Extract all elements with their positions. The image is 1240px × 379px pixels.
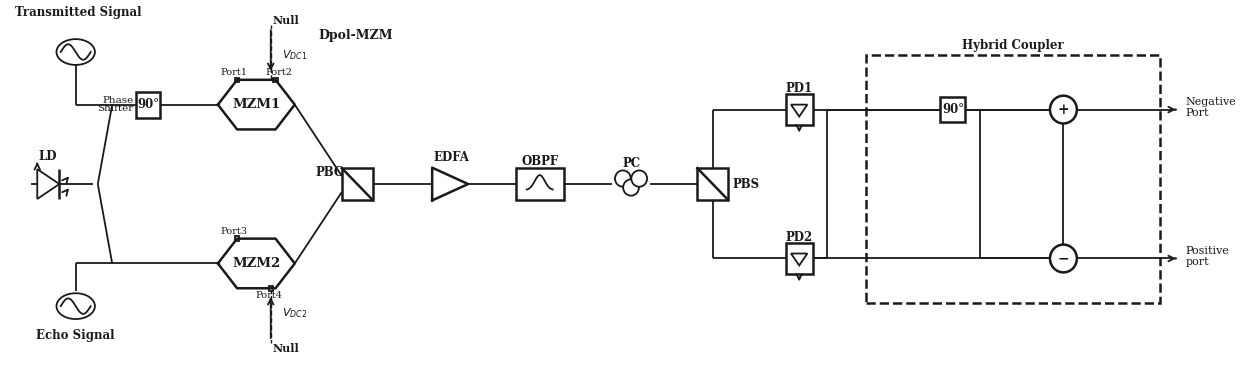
Text: Negative
Port: Negative Port bbox=[1185, 97, 1236, 118]
Circle shape bbox=[624, 179, 639, 196]
Text: 90°: 90° bbox=[138, 98, 159, 111]
Bar bbox=[269, 286, 273, 291]
Text: EDFA: EDFA bbox=[434, 151, 469, 164]
Bar bbox=[867, 55, 1159, 303]
Bar bbox=[516, 168, 564, 200]
Text: PBS: PBS bbox=[733, 177, 760, 191]
Text: PC: PC bbox=[622, 157, 640, 170]
Ellipse shape bbox=[57, 293, 95, 319]
Bar bbox=[234, 236, 239, 241]
Text: Echo Signal: Echo Signal bbox=[36, 329, 115, 342]
Polygon shape bbox=[218, 239, 295, 288]
Bar bbox=[786, 243, 812, 274]
Text: Port1: Port1 bbox=[221, 68, 248, 77]
Bar bbox=[697, 168, 728, 200]
Polygon shape bbox=[433, 168, 467, 200]
Text: 90°: 90° bbox=[942, 103, 963, 116]
Bar bbox=[342, 168, 372, 200]
Text: −: − bbox=[1058, 252, 1069, 266]
Circle shape bbox=[1050, 244, 1076, 273]
Bar bbox=[136, 92, 160, 117]
Ellipse shape bbox=[57, 39, 95, 65]
Text: +: + bbox=[1058, 103, 1069, 117]
Polygon shape bbox=[218, 80, 295, 130]
Text: Null: Null bbox=[273, 343, 299, 354]
Text: LD: LD bbox=[38, 150, 57, 163]
Text: OBPF: OBPF bbox=[521, 155, 558, 168]
Bar bbox=[940, 97, 966, 122]
Text: Phase: Phase bbox=[102, 96, 134, 105]
Circle shape bbox=[615, 171, 631, 187]
Text: PBC: PBC bbox=[315, 166, 343, 179]
Text: Port4: Port4 bbox=[255, 291, 283, 300]
Polygon shape bbox=[37, 169, 60, 199]
Text: $V_{DC1}$: $V_{DC1}$ bbox=[283, 48, 308, 62]
Text: MZM1: MZM1 bbox=[232, 98, 280, 111]
Text: Dpol-MZM: Dpol-MZM bbox=[319, 29, 393, 42]
Polygon shape bbox=[791, 254, 807, 265]
Text: Shifter: Shifter bbox=[97, 104, 134, 113]
Polygon shape bbox=[791, 105, 807, 116]
Text: Positive
port: Positive port bbox=[1185, 246, 1229, 267]
Bar bbox=[786, 94, 812, 125]
Text: Hybrid Coupler: Hybrid Coupler bbox=[962, 39, 1064, 52]
Text: Port3: Port3 bbox=[221, 227, 248, 236]
Bar bbox=[234, 78, 239, 82]
Text: PD2: PD2 bbox=[786, 231, 812, 244]
Text: PD1: PD1 bbox=[786, 82, 812, 95]
Text: Transmitted Signal: Transmitted Signal bbox=[15, 6, 141, 19]
Text: Port2: Port2 bbox=[265, 68, 291, 77]
Text: $V_{DC2}$: $V_{DC2}$ bbox=[283, 306, 308, 320]
Bar bbox=[273, 78, 278, 82]
Text: Null: Null bbox=[273, 15, 299, 26]
Circle shape bbox=[631, 171, 647, 187]
Text: MZM2: MZM2 bbox=[232, 257, 280, 270]
Circle shape bbox=[1050, 96, 1076, 124]
